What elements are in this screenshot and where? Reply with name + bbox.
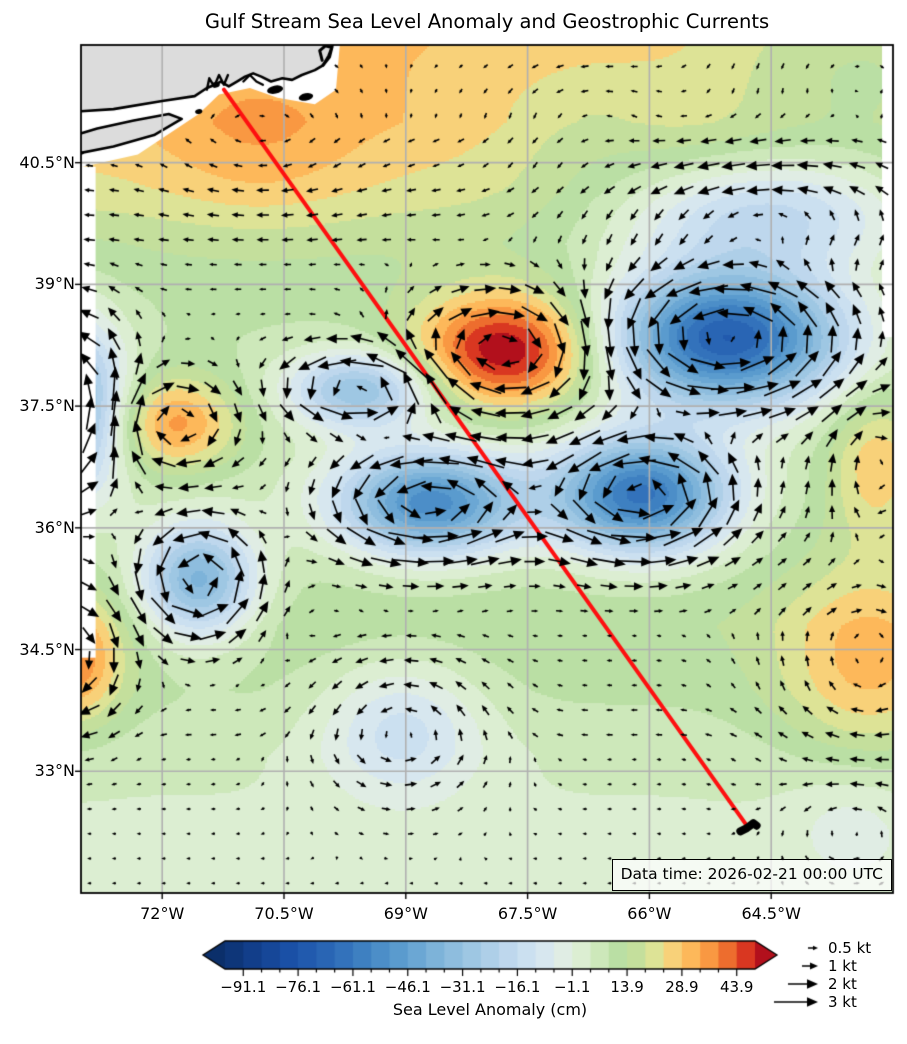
colorbar-tick-label: −1.1 — [554, 978, 591, 996]
y-tick-label: 40.5°N — [19, 152, 75, 172]
y-tick-label: 39°N — [34, 274, 75, 294]
colorbar-tick-label: 28.9 — [665, 978, 699, 996]
quiver-key-label: 1 kt — [828, 957, 857, 975]
colorbar-tick-label: −46.1 — [384, 978, 431, 996]
colorbar-tick-label: 43.9 — [720, 978, 754, 996]
y-tick-label: 37.5°N — [19, 396, 75, 416]
colorbar-tick-label: −61.1 — [329, 978, 376, 996]
colorbar-tick-label: −16.1 — [494, 978, 541, 996]
colorbar-label: Sea Level Anomaly (cm) — [392, 1000, 588, 1019]
data-time-text: Data time: 2026-02-21 00:00 UTC — [620, 865, 883, 883]
quiver-key-label: 3 kt — [828, 993, 857, 1011]
chart-title: Gulf Stream Sea Level Anomaly and Geostr… — [204, 10, 770, 33]
y-tick-label: 34.5°N — [19, 639, 75, 659]
x-tick-label: 72°W — [140, 904, 185, 923]
colorbar-tick-label: 13.9 — [610, 978, 644, 996]
x-tick-label: 64.5°W — [741, 904, 801, 923]
quiver-key-label: 0.5 kt — [828, 939, 872, 957]
colorbar-tick-label: −31.1 — [439, 978, 486, 996]
colorbar-tick-label: −76.1 — [275, 978, 322, 996]
colorbar-tick-label: −91.1 — [220, 978, 267, 996]
x-tick-label: 66°W — [627, 904, 672, 923]
x-tick-label: 67.5°W — [497, 904, 558, 923]
x-tick-label: 69°W — [383, 904, 428, 923]
y-tick-label: 36°N — [34, 517, 75, 537]
quiver-key-label: 2 kt — [828, 975, 857, 993]
x-tick-label: 70.5°W — [254, 904, 314, 923]
data-time-annotation: Data time: 2026-02-21 00:00 UTC — [611, 859, 892, 891]
y-tick-label: 33°N — [34, 761, 75, 781]
